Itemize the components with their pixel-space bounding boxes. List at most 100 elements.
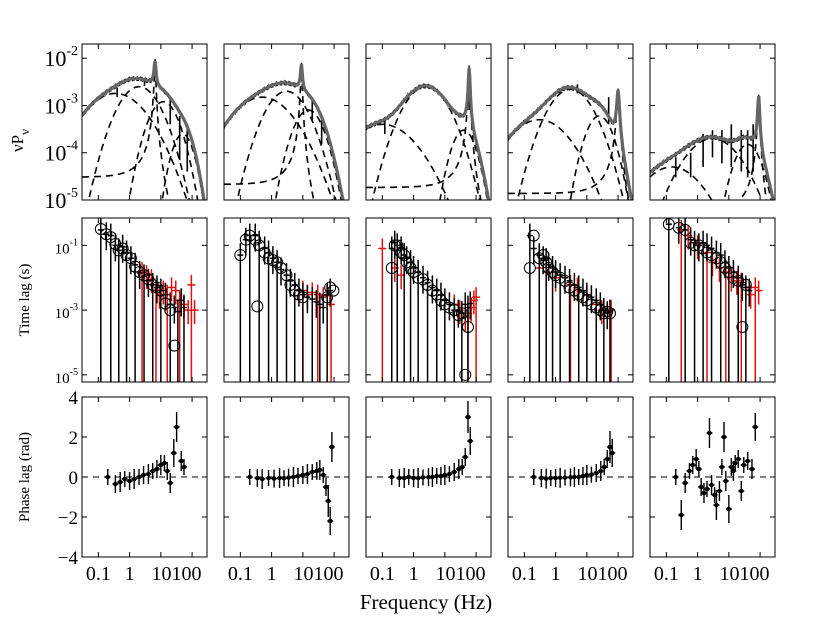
tick-base: 10 [55, 306, 70, 322]
power-plot [650, 94, 775, 200]
timelag-circle-point [736, 321, 749, 334]
phaselag-point [113, 481, 118, 487]
phaselag-point [576, 474, 582, 480]
panel-frame-r2-c3 [365, 217, 492, 383]
timelag-circle-point [327, 284, 340, 297]
phaselag-point [117, 479, 123, 485]
tick-exponent: -3 [70, 302, 78, 313]
phaselag-point [305, 471, 310, 477]
panel-column-2: 0.1 1 10100 [223, 43, 350, 585]
phaselag-point [127, 478, 132, 484]
y-tick-label: 10-3 [55, 302, 78, 322]
timelag-circle-point [455, 307, 468, 320]
phaselag-point [609, 450, 615, 456]
phaselag-point [568, 475, 573, 480]
phaselag-point [721, 434, 727, 440]
phaselag-point [572, 474, 577, 480]
timelag-circle-point [324, 281, 337, 294]
timelag-circle-point [537, 249, 550, 262]
timelag-circle-point [576, 291, 589, 304]
timelag-circle-point [533, 252, 546, 265]
phaselag-point [709, 482, 714, 488]
phaselag-point [158, 462, 164, 468]
phaselag-point [300, 472, 306, 478]
phaselag-point [150, 468, 156, 474]
x-tick-label: 1 [693, 563, 703, 585]
phaselag-point [673, 474, 679, 480]
phaselag-point [434, 473, 440, 479]
timelag-plot [94, 218, 199, 382]
timelag-circle-point [523, 261, 536, 274]
phaselag-point [539, 475, 544, 481]
timelag-circle-point [120, 249, 133, 262]
x-tick-label: 10100 [435, 563, 485, 585]
phaselag-point [255, 475, 260, 481]
timelag-circle-point [385, 261, 398, 274]
timelag-circle-point [398, 249, 411, 262]
power-plot [224, 62, 345, 200]
timelag-circle-point [391, 239, 404, 252]
timelag-circle-point [542, 261, 555, 274]
tick-exponent: -4 [66, 139, 78, 154]
phaselag-point [601, 464, 607, 470]
phaselag-point [131, 476, 137, 482]
phaselag-point [309, 469, 315, 475]
phaselag-point [723, 478, 729, 484]
timelag-circle-point [150, 281, 163, 294]
panels-layer: 0.1 1 10100 0.1 1 10100 0.1 1 10100 0.1 1 10100 0.1 1… [8, 43, 776, 585]
phaselag-point [286, 475, 291, 480]
phaselag-point [401, 475, 407, 481]
x-tick-label: 1 [409, 563, 419, 585]
phaselag-point [732, 460, 738, 466]
timelag-circle-point [109, 238, 122, 251]
y-tick-label: 4 [69, 388, 79, 409]
phaselag-point [411, 475, 416, 481]
timelag-circle-point [459, 368, 472, 381]
timelag-circle-point [688, 239, 701, 252]
timelag-plot [523, 223, 616, 382]
y-tick-label: 10-1 [55, 237, 78, 257]
timelag-circle-point [164, 304, 177, 317]
timelag-circle-point [558, 274, 571, 287]
power-component-1 [508, 118, 603, 200]
phaselag-point [693, 456, 699, 462]
y-tick-label: 10-2 [44, 44, 78, 71]
phaselag-point [329, 444, 335, 450]
phaselag-point [459, 464, 465, 470]
x-tick-label: 1 [551, 563, 561, 585]
timelag-circle-point [234, 249, 247, 262]
phaselag-point [295, 473, 301, 479]
phaselag-point [146, 471, 151, 477]
timelag-plot [234, 223, 340, 382]
timelag-circle-point [697, 242, 710, 255]
phaselag-point [141, 472, 146, 478]
phaselag-point [171, 450, 177, 456]
x-tick-label: 1 [125, 563, 135, 585]
phaselag-point [557, 475, 563, 481]
x-tick-label: 10100 [151, 563, 201, 585]
phaselag-point [690, 462, 696, 468]
timelag-circle-point [296, 291, 309, 304]
timelag-circle-point [251, 300, 264, 313]
phaselag-point [714, 502, 719, 508]
phaselag-point [397, 475, 402, 481]
timelag-circle-point [412, 271, 425, 284]
phaselag-point [291, 474, 296, 480]
phaselag-point [531, 474, 537, 480]
power-component-1 [82, 92, 188, 200]
phaselag-point [698, 484, 704, 490]
phaselag-point [749, 466, 755, 472]
phaselag-point [465, 414, 471, 420]
phaselag-point [271, 476, 277, 481]
phaselag-point [164, 468, 170, 474]
power-plot [366, 65, 491, 200]
phaselag-plot [508, 431, 633, 489]
timelag-circle-point [426, 284, 439, 297]
timelag-circle-point [154, 284, 167, 297]
phaselag-point [741, 462, 747, 468]
tick-exponent: -1 [70, 237, 78, 248]
panel-frame-r2-c4 [507, 217, 634, 383]
timelag-circle-point [679, 223, 692, 236]
y-tick-label: −4 [58, 548, 79, 569]
timelag-circle-point [710, 252, 723, 265]
